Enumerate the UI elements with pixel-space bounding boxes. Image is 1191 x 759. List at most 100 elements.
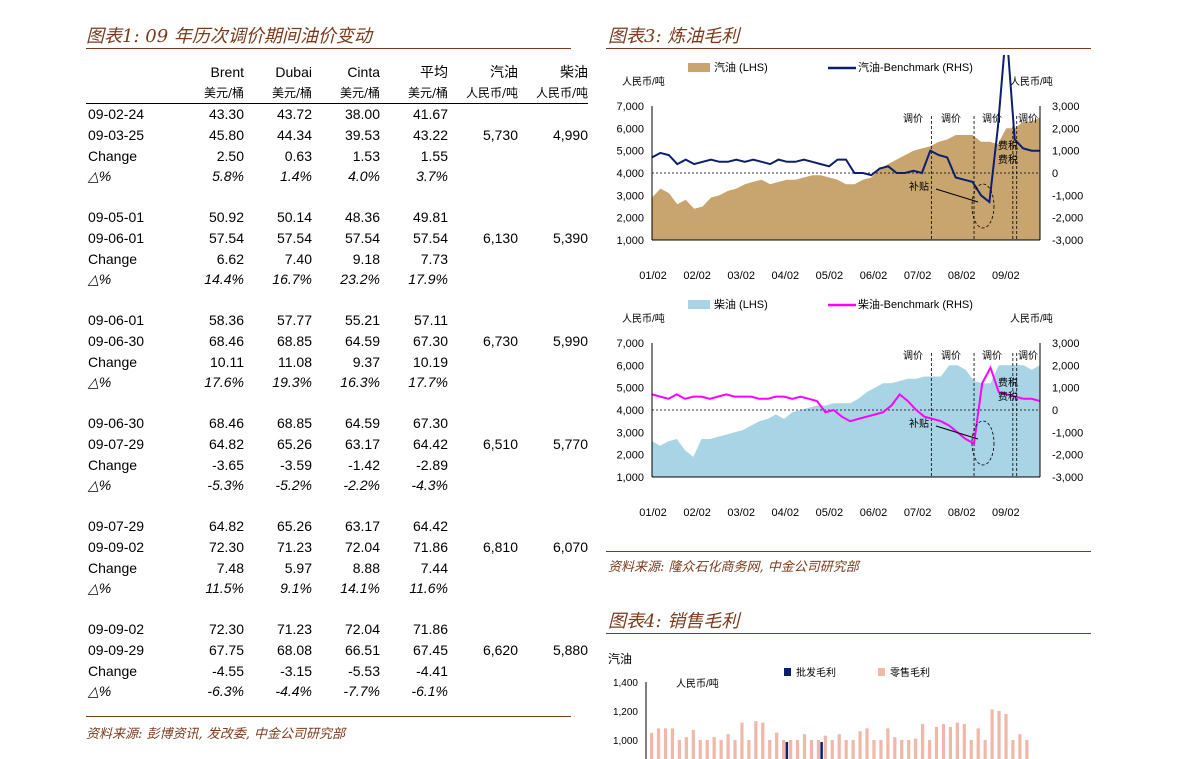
cell: 5,770: [552, 435, 588, 452]
cell: 6,620: [482, 641, 518, 658]
cell: -5.53: [348, 662, 380, 679]
cell: [244, 598, 312, 619]
wholesale-bar: [785, 742, 789, 759]
cell: 7.40: [284, 250, 312, 267]
gas-line-series: [651, 55, 1040, 204]
table-row: △% -5.3% -5.2% -2.2% -4.3%: [86, 475, 588, 496]
cell: Change: [88, 353, 138, 370]
dsl-left-tick: 3,000: [616, 427, 644, 439]
cell: [448, 145, 518, 166]
cell: 09-02-24: [86, 103, 176, 125]
cell: △%: [88, 373, 112, 390]
cell: 57.54: [412, 230, 448, 247]
cell: [518, 454, 588, 475]
cell: 72.04: [344, 538, 380, 555]
gas-annotation-adjust: 调价: [1018, 113, 1038, 125]
cell: 5,990: [552, 333, 588, 350]
cell: -7.7%: [343, 683, 380, 700]
dsl-left-tick: 7,000: [616, 338, 644, 350]
table-row: Change 2.50 0.63 1.53 1.55: [86, 145, 588, 166]
gas-right-tick: 3,000: [1052, 101, 1080, 113]
chart4-title: 图表4: 销售毛利: [608, 611, 740, 632]
cell: [518, 310, 588, 331]
cell: 美元/桶: [339, 86, 380, 101]
cell: [518, 578, 588, 599]
retail-bar: [962, 724, 966, 759]
retail-bar: [976, 728, 980, 759]
retail-bar: [1025, 739, 1029, 759]
cell: [244, 393, 312, 414]
chart4-rule: [606, 633, 1091, 634]
gas-legend-area-label: 汽油 (LHS): [714, 60, 768, 74]
cell: 柴油: [560, 64, 588, 81]
cell: 58.36: [208, 312, 244, 329]
cell: 38.00: [312, 103, 380, 125]
cell: 10.19: [412, 353, 448, 370]
retail-bar: [927, 739, 932, 759]
cell: 43.22: [412, 127, 448, 144]
dsl-x-tick: 04/02: [772, 507, 800, 519]
gas-x-tick: 05/02: [816, 270, 844, 282]
retail-bar: [948, 726, 953, 759]
gas-left-unit: 人民币/吨: [622, 75, 665, 88]
retail-bar: [788, 739, 793, 759]
retail-bar: [969, 739, 973, 759]
table-row: 09-09-02 72.30 71.23 72.04 71.86 6,810 6,070: [86, 537, 588, 558]
cell: 57.54: [344, 230, 380, 247]
cell: [176, 598, 244, 619]
retail-bar: [712, 737, 716, 759]
cell: 43.72: [244, 103, 312, 125]
gas-right-tick: -1,000: [1052, 190, 1083, 202]
cell: 64.82: [208, 435, 244, 452]
cell: 23.2%: [340, 271, 380, 288]
gas-annotation-adjust: 调价: [903, 113, 923, 125]
cell: △%: [88, 476, 112, 493]
cell: 6,070: [552, 538, 588, 555]
cell: -3.59: [280, 456, 312, 473]
dsl-right-tick: 1,000: [1052, 383, 1080, 395]
table-row: Change -3.65 -3.59 -1.42 -2.89: [86, 454, 588, 475]
cell: 48.36: [344, 209, 380, 226]
retail-bar: [934, 726, 939, 759]
table-row: △% 14.4% 16.7% 23.2% 17.9%: [86, 269, 588, 290]
cell: [244, 290, 312, 311]
cell: 14.4%: [204, 271, 244, 288]
retail-bar: [837, 734, 841, 759]
cell: 09-09-02: [88, 538, 145, 555]
retail-bar: [1011, 739, 1015, 759]
chart3-rule: [606, 48, 1091, 49]
cell: 09-07-29: [88, 518, 145, 535]
gas-x-tick: 03/02: [727, 270, 755, 282]
dsl-left-tick: 6,000: [616, 360, 644, 372]
retail-bar: [691, 729, 695, 759]
cell: [244, 495, 312, 516]
table-row: 09-06-01 57.54 57.54 57.54 57.54 6,130 5,390: [86, 228, 588, 249]
cell: 09-05-01: [88, 209, 145, 226]
retail-bar: [663, 728, 668, 759]
dsl-x-tick: 06/02: [860, 507, 888, 519]
cell: 19.3%: [272, 374, 312, 391]
cell: -3.15: [280, 662, 312, 679]
cell: 9.37: [352, 353, 380, 370]
cell: [448, 372, 518, 393]
dsl-annotation-adjust: 调价: [941, 350, 961, 362]
gas-annotation-adjust: 调价: [941, 113, 961, 125]
cell: 63.17: [344, 518, 380, 535]
cell: [518, 619, 588, 640]
cell: 50.92: [208, 209, 244, 226]
retail-bar: [775, 732, 779, 759]
cell: -3.65: [212, 456, 244, 473]
cell: 45.80: [208, 127, 244, 144]
cell: [518, 290, 588, 311]
dsl-annotation-adjust: 调价: [903, 350, 923, 362]
retail-bar: [886, 728, 890, 759]
gas-x-tick: 09/02: [992, 270, 1020, 282]
cell: △%: [88, 270, 112, 287]
retail-bar: [823, 735, 827, 759]
gas-annotation-adjust: 调价: [982, 113, 1002, 125]
table-row: 09-07-29 64.82 65.26 63.17 64.42 6,510 5,770: [86, 434, 588, 455]
gasoline-chart: 汽油 (LHS) 汽油-Benchmark (RHS) 人民币/吨 人民币/吨 1,00…: [616, 55, 1083, 282]
cell: 67.75: [208, 641, 244, 658]
gas-right-tick: 1,000: [1052, 146, 1080, 158]
cell: 65.26: [276, 518, 312, 535]
